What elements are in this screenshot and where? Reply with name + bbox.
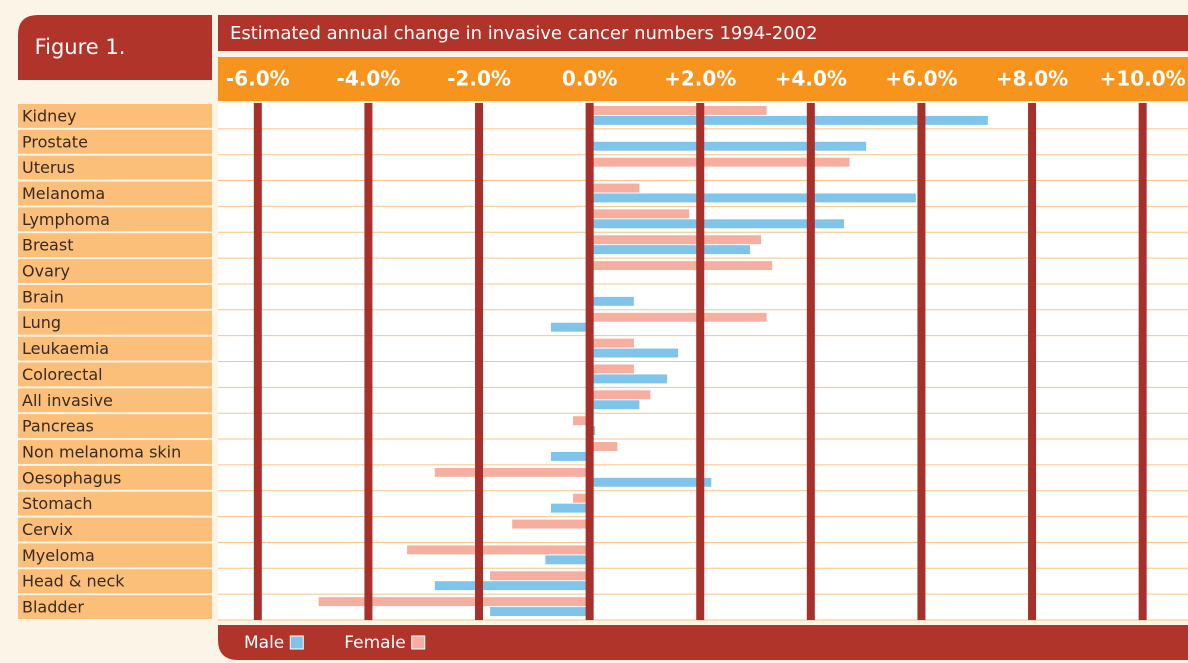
x-tick-label: -2.0%	[447, 67, 511, 91]
x-tick-label: +10.0%	[1100, 67, 1186, 91]
bar	[589, 115, 988, 125]
bar	[589, 141, 867, 151]
category-box	[18, 414, 212, 439]
category-label: Breast	[22, 236, 73, 255]
category-label: Head & neck	[22, 572, 125, 591]
category-box	[18, 336, 212, 361]
category-box	[18, 491, 212, 516]
bar	[573, 493, 590, 503]
category-box	[18, 310, 212, 335]
bar	[589, 183, 640, 193]
x-tick-label: +2.0%	[664, 67, 736, 91]
legend-label: Female	[344, 633, 405, 653]
category-label: Pancreas	[22, 417, 94, 436]
x-tick-label: +6.0%	[885, 67, 957, 91]
bar	[490, 571, 590, 581]
chart-title: Estimated annual change in invasive canc…	[230, 23, 818, 44]
category-label: Kidney	[22, 106, 77, 125]
bar	[589, 209, 690, 219]
bar	[589, 477, 712, 487]
bar	[318, 597, 590, 607]
title-bar	[218, 15, 1188, 51]
bar	[589, 364, 634, 374]
legend-bar	[218, 625, 1188, 660]
bar	[589, 219, 845, 229]
category-label: Myeloma	[22, 546, 95, 565]
category-label: All invasive	[22, 391, 113, 410]
bar	[589, 348, 679, 358]
category-box	[18, 595, 212, 619]
category-box	[18, 207, 212, 232]
category-box	[18, 569, 212, 594]
legend-swatch	[289, 635, 304, 650]
category-label: Oesophagus	[22, 468, 121, 487]
bar	[589, 245, 751, 255]
bar	[512, 519, 590, 529]
category-box	[18, 129, 212, 154]
category-box	[18, 517, 212, 542]
bar	[589, 235, 762, 245]
category-box	[18, 543, 212, 568]
bar	[589, 390, 651, 400]
x-tick-label: 0.0%	[562, 67, 617, 91]
bar	[589, 442, 618, 451]
category-box	[18, 440, 212, 464]
bar	[589, 157, 850, 167]
figure-label: Figure 1.	[35, 35, 126, 59]
bar	[589, 193, 916, 203]
category-box	[18, 465, 212, 490]
bar	[589, 312, 767, 322]
category-label: Non melanoma skin	[22, 442, 181, 461]
x-tick-label: +8.0%	[996, 67, 1068, 91]
category-label: Leukaemia	[22, 339, 109, 358]
bar	[573, 416, 590, 426]
legend-swatch	[411, 635, 426, 650]
category-label: Uterus	[22, 158, 75, 177]
bar	[490, 607, 590, 616]
category-label: Ovary	[22, 262, 70, 281]
bar	[545, 555, 590, 565]
bar	[589, 400, 640, 410]
bar	[589, 296, 634, 306]
category-box	[18, 155, 212, 180]
bar	[407, 545, 590, 555]
bar	[589, 338, 634, 348]
bar	[434, 467, 590, 477]
category-label: Stomach	[22, 494, 93, 513]
category-label: Lymphoma	[22, 210, 110, 229]
category-label: Prostate	[22, 132, 88, 151]
category-box	[18, 362, 212, 387]
bar	[589, 374, 668, 384]
bar	[550, 322, 590, 332]
x-tick-label: +4.0%	[775, 67, 847, 91]
bar	[550, 503, 590, 513]
category-box	[18, 284, 212, 309]
bar	[434, 581, 590, 591]
category-label: Colorectal	[22, 365, 103, 384]
figure-label-box	[18, 15, 212, 80]
bar	[550, 451, 590, 461]
category-label: Brain	[22, 287, 64, 306]
x-tick-label: -6.0%	[226, 67, 290, 91]
legend-label: Male	[244, 633, 284, 653]
category-label: Bladder	[22, 598, 84, 617]
category-box	[18, 233, 212, 258]
category-label: Lung	[22, 313, 61, 332]
category-label: Melanoma	[22, 184, 105, 203]
x-tick-label: -4.0%	[337, 67, 401, 91]
bar	[589, 261, 773, 271]
category-label: Cervix	[22, 520, 73, 539]
category-box	[18, 181, 212, 206]
category-box	[18, 259, 212, 283]
category-box	[18, 104, 212, 128]
bar	[589, 106, 767, 115]
axis-bar	[218, 57, 1188, 101]
category-box	[18, 388, 212, 413]
